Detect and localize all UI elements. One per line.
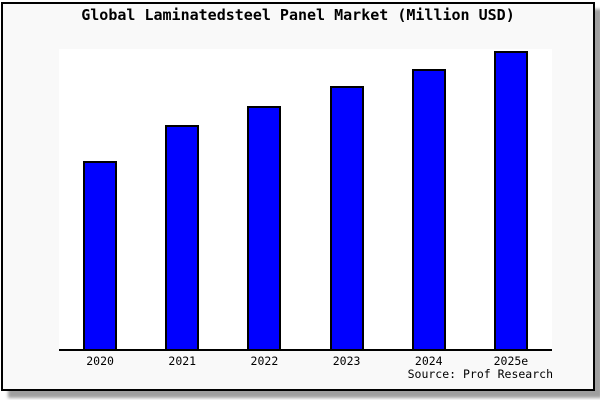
x-tick-label: 2021 [168,354,197,368]
bar-2022 [247,105,282,349]
x-tick-label: 2020 [86,354,114,368]
bar-2023 [329,85,364,349]
bar-2025e [493,50,528,349]
chart-title: Global Laminatedsteel Panel Market (Mill… [81,6,515,24]
bar-2020 [83,161,118,349]
x-tick-label: 2023 [332,354,361,368]
x-tick-label: 2022 [250,354,279,368]
bar-2024 [411,68,446,349]
x-tick-label: 2024 [414,354,443,368]
source-credit: Source: Prof Research [407,367,553,381]
x-axis-tick-labels: 2020 2021 2022 2023 2024 2025e [0,354,600,370]
x-tick-label: 2025e [493,354,529,368]
bar-2021 [165,124,200,349]
plot-area [59,49,552,351]
